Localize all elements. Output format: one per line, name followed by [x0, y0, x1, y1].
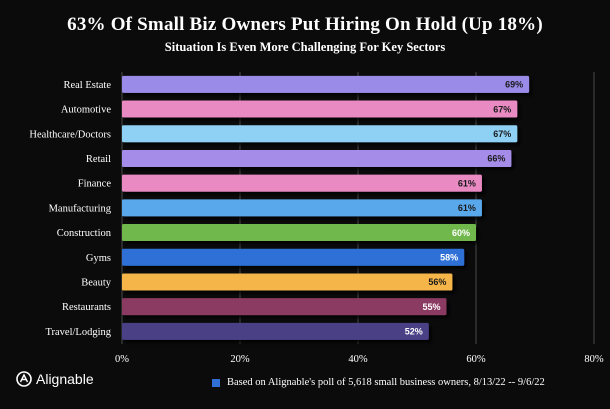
bar [122, 174, 482, 192]
category-labels: Real Estate Automotive Healthcare/Doctors R… [29, 80, 111, 338]
value-label: 60% [452, 228, 470, 238]
x-tick-label: 60% [466, 354, 486, 365]
bar [122, 273, 453, 291]
x-tick-label: 0% [115, 354, 129, 365]
chart-legend: Based on Alignable's poll of 5,618 small… [212, 377, 545, 388]
value-label: 67% [493, 104, 511, 114]
alignable-logo: Alignable [16, 371, 94, 387]
x-tick-label: 20% [230, 354, 250, 365]
value-label: 67% [493, 129, 511, 139]
value-label: 56% [428, 277, 446, 287]
category-label: Healthcare/Doctors [29, 129, 111, 140]
category-label: Gyms [86, 253, 111, 264]
category-label: Manufacturing [49, 203, 112, 214]
bar [122, 224, 476, 242]
bar [122, 298, 447, 316]
value-label: 69% [505, 80, 523, 90]
bar [122, 75, 530, 93]
value-label: 66% [487, 154, 505, 164]
category-label: Automotive [61, 105, 112, 116]
chart-subtitle: Situation Is Even More Challenging For K… [164, 40, 446, 54]
alignable-logo-icon [16, 371, 32, 387]
value-label: 55% [422, 302, 440, 312]
legend-label: Based on Alignable's poll of 5,618 small… [227, 377, 545, 388]
value-label: 61% [458, 203, 476, 213]
bar [122, 125, 518, 143]
category-label: Real Estate [63, 80, 111, 91]
x-tick-label: 40% [348, 354, 368, 365]
category-label: Construction [57, 228, 112, 239]
value-label: 61% [458, 178, 476, 188]
legend-swatch [212, 378, 220, 387]
bar [122, 100, 518, 118]
chart-title: 63% Of Small Biz Owners Put Hiring On Ho… [67, 14, 543, 35]
category-label: Beauty [81, 277, 111, 288]
value-label: 58% [440, 252, 458, 262]
category-label: Finance [78, 179, 112, 190]
value-label: 52% [405, 327, 423, 337]
bar [122, 322, 429, 340]
bars [122, 75, 530, 340]
bar [122, 199, 482, 217]
bar [122, 248, 465, 266]
x-axis-ticks: 0% 20% 40% 60% 80% [115, 354, 604, 365]
value-labels: 69% 67% 67% 66% 61% 61% 60% 58% 56% 55% 52% [405, 80, 523, 337]
bar [122, 149, 512, 167]
alignable-logo-text: Alignable [36, 371, 94, 387]
category-label: Travel/Lodging [45, 327, 111, 338]
category-label: Restaurants [62, 302, 111, 313]
x-tick-label: 80% [584, 354, 604, 365]
category-label: Retail [86, 154, 111, 165]
